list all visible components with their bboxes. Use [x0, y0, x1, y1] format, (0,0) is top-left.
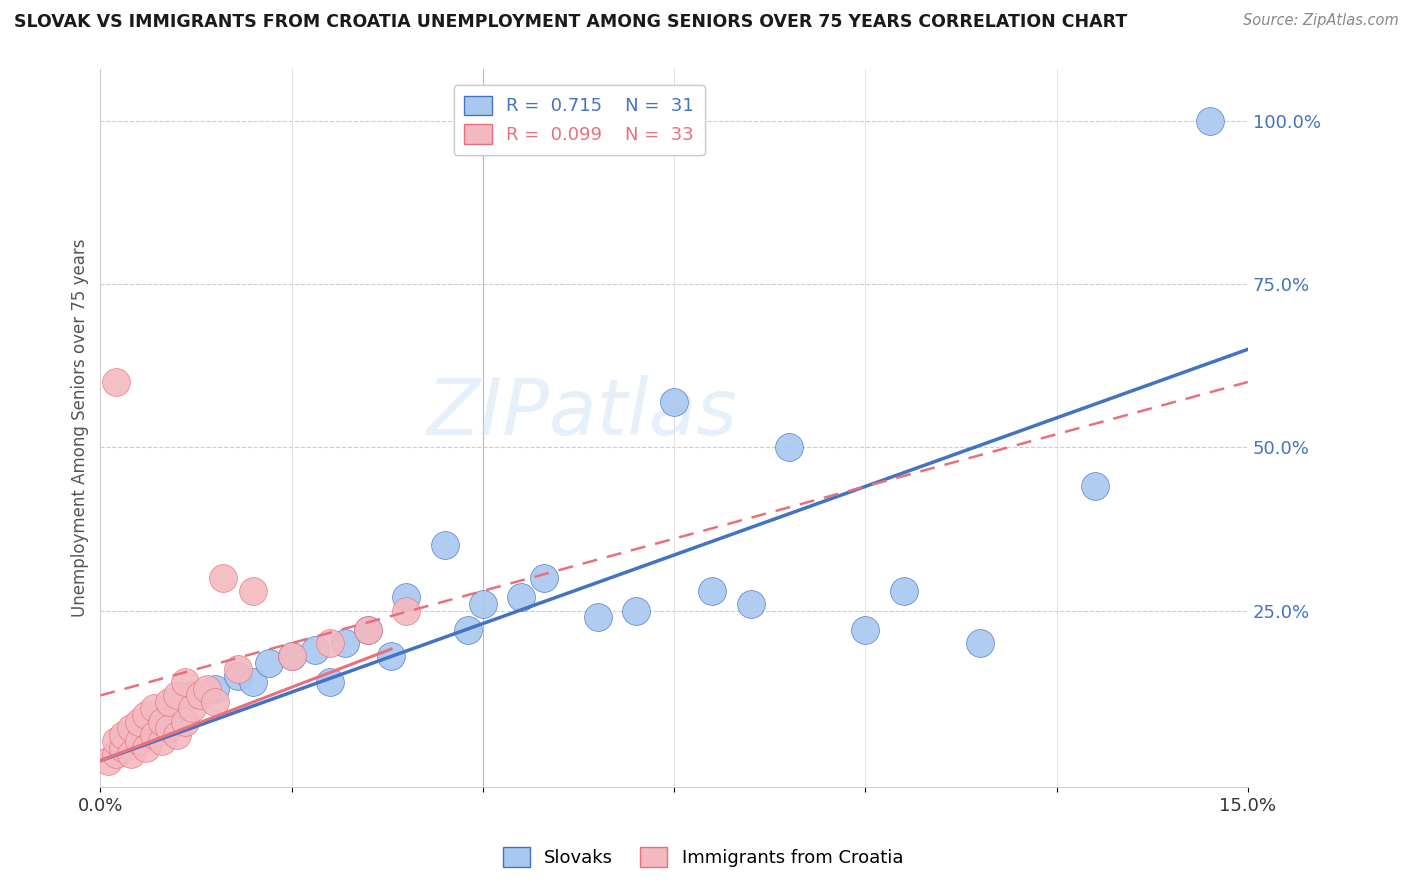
Point — [166, 701, 188, 715]
Point — [380, 649, 402, 664]
Point — [471, 597, 494, 611]
Point — [112, 740, 135, 755]
Point — [181, 689, 204, 703]
Point — [104, 375, 127, 389]
Point — [104, 734, 127, 748]
Point — [188, 689, 211, 703]
Point — [211, 571, 233, 585]
Point — [457, 623, 479, 637]
Point — [142, 728, 165, 742]
Point — [586, 610, 609, 624]
Point — [333, 636, 356, 650]
Point — [357, 623, 380, 637]
Point — [357, 623, 380, 637]
Point — [304, 642, 326, 657]
Point — [204, 695, 226, 709]
Point — [150, 734, 173, 748]
Legend: Slovaks, Immigrants from Croatia: Slovaks, Immigrants from Croatia — [495, 839, 911, 874]
Point — [97, 754, 120, 768]
Point — [510, 591, 533, 605]
Point — [120, 747, 142, 762]
Point — [226, 669, 249, 683]
Point — [533, 571, 555, 585]
Point — [135, 708, 157, 723]
Point — [280, 649, 302, 664]
Point — [395, 603, 418, 617]
Point — [173, 714, 195, 729]
Point — [778, 440, 800, 454]
Point — [280, 649, 302, 664]
Point — [104, 747, 127, 762]
Point — [197, 681, 219, 696]
Point — [969, 636, 991, 650]
Point — [1198, 113, 1220, 128]
Point — [128, 714, 150, 729]
Point — [135, 740, 157, 755]
Point — [181, 701, 204, 715]
Point — [257, 656, 280, 670]
Point — [1084, 479, 1107, 493]
Point — [624, 603, 647, 617]
Point — [128, 734, 150, 748]
Point — [157, 695, 180, 709]
Point — [150, 714, 173, 729]
Point — [150, 714, 173, 729]
Point — [893, 583, 915, 598]
Point — [242, 583, 264, 598]
Text: Source: ZipAtlas.com: Source: ZipAtlas.com — [1243, 13, 1399, 29]
Point — [120, 721, 142, 735]
Point — [395, 591, 418, 605]
Point — [226, 662, 249, 676]
Legend: R =  0.715    N =  31, R =  0.099    N =  33: R = 0.715 N = 31, R = 0.099 N = 33 — [454, 85, 704, 155]
Point — [242, 675, 264, 690]
Point — [662, 394, 685, 409]
Point — [319, 675, 342, 690]
Point — [853, 623, 876, 637]
Text: ZIPatlas: ZIPatlas — [427, 376, 738, 451]
Point — [166, 689, 188, 703]
Point — [433, 538, 456, 552]
Text: SLOVAK VS IMMIGRANTS FROM CROATIA UNEMPLOYMENT AMONG SENIORS OVER 75 YEARS CORRE: SLOVAK VS IMMIGRANTS FROM CROATIA UNEMPL… — [14, 13, 1128, 31]
Point — [702, 583, 724, 598]
Point — [166, 728, 188, 742]
Y-axis label: Unemployment Among Seniors over 75 years: Unemployment Among Seniors over 75 years — [72, 238, 89, 617]
Point — [740, 597, 762, 611]
Point — [157, 721, 180, 735]
Point — [128, 734, 150, 748]
Point — [142, 701, 165, 715]
Point — [204, 681, 226, 696]
Point — [319, 636, 342, 650]
Point — [173, 675, 195, 690]
Point — [112, 728, 135, 742]
